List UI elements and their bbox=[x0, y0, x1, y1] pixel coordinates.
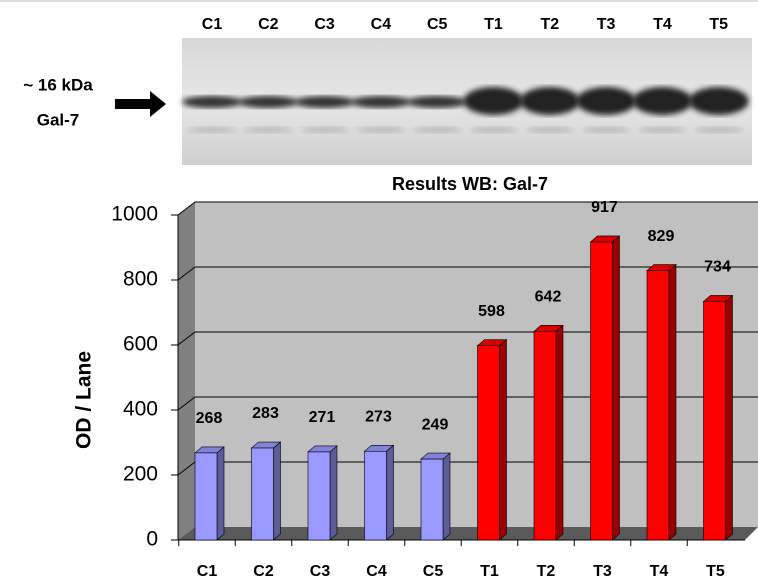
bar-side bbox=[274, 442, 281, 540]
x-tick-label: C2 bbox=[253, 563, 274, 580]
bar-front bbox=[704, 301, 726, 540]
bar-front bbox=[365, 451, 387, 540]
bar-side bbox=[443, 453, 450, 540]
chart-title: Results WB: Gal-7 bbox=[392, 174, 548, 194]
lane-label: T1 bbox=[484, 16, 503, 33]
x-tick-label: C3 bbox=[310, 563, 331, 580]
x-tick-label: T3 bbox=[593, 563, 612, 580]
lane-label: T3 bbox=[597, 16, 616, 33]
value-label: 249 bbox=[422, 416, 449, 433]
blot-band bbox=[464, 87, 524, 115]
value-label: 283 bbox=[252, 405, 279, 422]
x-tick-label: T1 bbox=[480, 563, 499, 580]
bar bbox=[421, 453, 450, 540]
value-label: 271 bbox=[309, 409, 336, 426]
value-label: 598 bbox=[478, 303, 505, 320]
value-label: 917 bbox=[591, 199, 618, 216]
blot-faint-band bbox=[526, 127, 574, 133]
bar bbox=[365, 445, 394, 540]
blot-band bbox=[351, 96, 411, 108]
blot-band bbox=[238, 96, 298, 108]
lane-label: C4 bbox=[371, 16, 392, 33]
blot-band bbox=[632, 87, 692, 115]
y-tick-label: 1000 bbox=[111, 203, 158, 226]
protein-label: Gal-7 bbox=[37, 110, 80, 129]
lane-label: T4 bbox=[653, 16, 672, 33]
arrow bbox=[115, 91, 166, 117]
value-label: 642 bbox=[535, 289, 562, 306]
lane-label: T5 bbox=[709, 16, 728, 33]
lane-label: C3 bbox=[314, 16, 335, 33]
bar-front bbox=[591, 242, 613, 540]
bar bbox=[704, 295, 733, 540]
figure: ~ 16 kDa Gal-7 Results WB: Gal-7 OD / La… bbox=[0, 0, 758, 581]
x-tick-label: C4 bbox=[366, 563, 387, 580]
bar-side bbox=[613, 236, 620, 540]
bar-side bbox=[387, 445, 394, 540]
bar-side bbox=[669, 265, 676, 540]
x-tick-label: C5 bbox=[423, 563, 444, 580]
y-tick-label: 600 bbox=[123, 333, 158, 356]
value-label: 273 bbox=[365, 408, 392, 425]
bar bbox=[647, 265, 676, 540]
bar-side bbox=[217, 447, 224, 540]
x-tick-label: T4 bbox=[650, 563, 669, 580]
side-wall bbox=[178, 202, 195, 540]
bar-front bbox=[478, 346, 500, 540]
x-tick-label: T5 bbox=[706, 563, 725, 580]
blot-faint-band bbox=[695, 127, 743, 133]
blot-faint-band bbox=[413, 127, 461, 133]
bar-side bbox=[330, 446, 337, 540]
x-tick-label: C1 bbox=[197, 563, 218, 580]
blot-band bbox=[576, 87, 636, 115]
bar-front bbox=[534, 331, 556, 540]
blot-band bbox=[182, 96, 242, 108]
bar bbox=[252, 442, 281, 540]
bar bbox=[478, 340, 507, 540]
blot-band bbox=[520, 87, 580, 115]
bar-front bbox=[308, 452, 330, 540]
bar-front bbox=[195, 453, 217, 540]
bar bbox=[534, 325, 563, 540]
lane-label: C5 bbox=[427, 16, 448, 33]
blot-faint-band bbox=[357, 127, 405, 133]
bar bbox=[591, 236, 620, 540]
marker-label: ~ 16 kDa bbox=[23, 75, 93, 94]
y-tick-label: 0 bbox=[146, 528, 158, 551]
blot-band bbox=[295, 96, 355, 108]
y-axis-title: OD / Lane bbox=[73, 351, 96, 449]
lane-label: C2 bbox=[258, 16, 279, 33]
value-label: 734 bbox=[704, 259, 731, 276]
lane-label: C1 bbox=[202, 16, 223, 33]
blot-faint-band bbox=[301, 127, 349, 133]
value-label: 829 bbox=[648, 228, 675, 245]
blot-faint-band bbox=[582, 127, 630, 133]
blot-faint-band bbox=[244, 127, 292, 133]
bar bbox=[308, 446, 337, 540]
blot-faint-band bbox=[470, 127, 518, 133]
y-tick-label: 800 bbox=[123, 268, 158, 291]
lane-label: T2 bbox=[540, 16, 559, 33]
y-tick-label: 400 bbox=[123, 398, 158, 421]
bar-front bbox=[421, 459, 443, 540]
blot-faint-band bbox=[638, 127, 686, 133]
bar-front bbox=[252, 448, 274, 540]
blot-band bbox=[407, 96, 467, 108]
blot-band bbox=[689, 87, 749, 115]
value-label: 268 bbox=[196, 410, 223, 427]
y-tick-label: 200 bbox=[123, 463, 158, 486]
blot-faint-band bbox=[188, 127, 236, 133]
bar-front bbox=[647, 271, 669, 540]
x-tick-label: T2 bbox=[537, 563, 556, 580]
bar-side bbox=[556, 325, 563, 540]
bar-side bbox=[726, 295, 733, 540]
bar-side bbox=[500, 340, 507, 540]
bar bbox=[195, 447, 224, 540]
